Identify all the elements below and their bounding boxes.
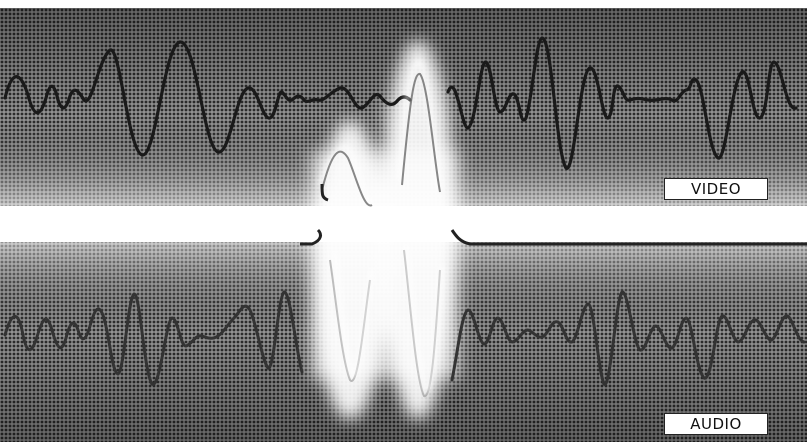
audio-trace	[3, 290, 304, 386]
audio-label: AUDIO	[664, 413, 768, 435]
video-trace	[3, 40, 412, 157]
video-label: VIDEO	[664, 178, 768, 200]
